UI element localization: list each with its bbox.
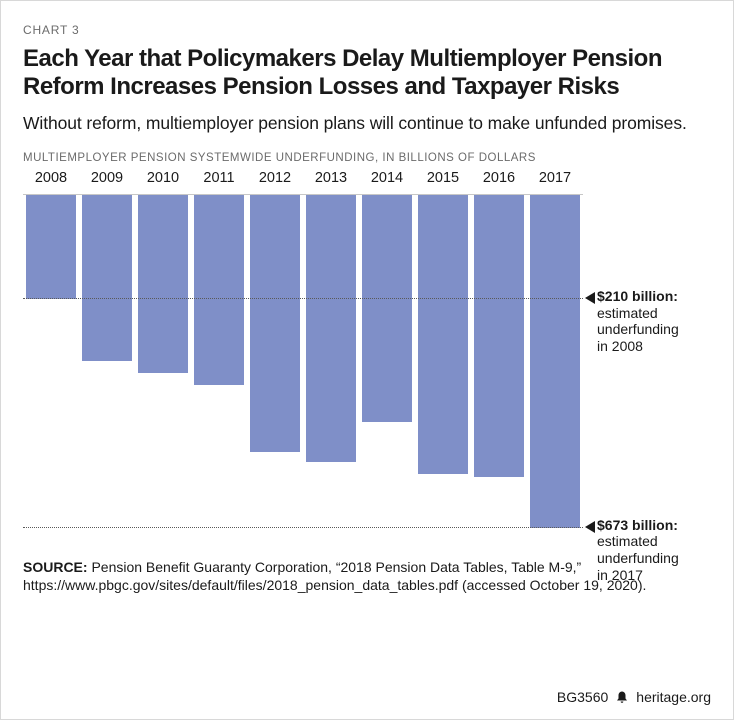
source-prefix: SOURCE: <box>23 559 91 575</box>
callout-value: $210 billion: <box>597 288 678 304</box>
bar-cell <box>527 195 583 540</box>
bar <box>194 195 244 385</box>
year-row: 2008200920102011201220132014201520162017 <box>23 170 583 190</box>
chart-subtitle: Without reform, multiemployer pension pl… <box>23 112 711 134</box>
source-text: Pension Benefit Guaranty Corporation, “2… <box>23 559 646 593</box>
callout-text: in 2017 <box>597 567 643 583</box>
callout-text: underfunding <box>597 550 679 566</box>
callout-text: estimated <box>597 533 658 549</box>
year-label: 2017 <box>527 170 583 190</box>
bars-row <box>23 194 583 540</box>
bar <box>306 195 356 462</box>
bar <box>418 195 468 474</box>
bar <box>250 195 300 452</box>
callout-text: in 2008 <box>597 338 643 354</box>
year-label: 2010 <box>135 170 191 190</box>
bar <box>26 195 76 299</box>
year-label: 2014 <box>359 170 415 190</box>
bar <box>138 195 188 373</box>
bar-cell <box>359 195 415 540</box>
bar-cell <box>135 195 191 540</box>
reference-line <box>23 298 583 299</box>
bar <box>362 195 412 422</box>
callout-value: $673 billion: <box>597 517 678 533</box>
chart-title: Each Year that Policymakers Delay Multie… <box>23 45 711 102</box>
year-label: 2008 <box>23 170 79 190</box>
axis-label: MULTIEMPLOYER PENSION SYSTEMWIDE UNDERFU… <box>23 152 711 164</box>
footer: BG3560 heritage.org <box>557 689 711 705</box>
year-label: 2012 <box>247 170 303 190</box>
bar-cell <box>415 195 471 540</box>
chart-number: CHART 3 <box>23 23 711 37</box>
chart-area: 2008200920102011201220132014201520162017… <box>23 170 711 540</box>
reference-line <box>23 527 583 528</box>
callout: $210 billion:estimatedunderfunding in 20… <box>597 288 734 355</box>
bar <box>82 195 132 361</box>
year-label: 2013 <box>303 170 359 190</box>
bar <box>530 195 580 528</box>
bar-cell <box>471 195 527 540</box>
bar <box>474 195 524 477</box>
callout-text: underfunding <box>597 321 679 337</box>
bar-cell <box>79 195 135 540</box>
bars-area: 2008200920102011201220132014201520162017 <box>23 170 583 540</box>
year-label: 2015 <box>415 170 471 190</box>
bar-cell <box>191 195 247 540</box>
callout: $673 billion:estimatedunderfunding in 20… <box>597 517 734 584</box>
pointer-icon <box>585 521 595 533</box>
pointer-icon <box>585 292 595 304</box>
callout-text: estimated <box>597 305 658 321</box>
bar-cell <box>23 195 79 540</box>
bar-cell <box>303 195 359 540</box>
footer-id: BG3560 <box>557 689 608 705</box>
year-label: 2011 <box>191 170 247 190</box>
bar-cell <box>247 195 303 540</box>
year-label: 2009 <box>79 170 135 190</box>
year-label: 2016 <box>471 170 527 190</box>
footer-site: heritage.org <box>636 689 711 705</box>
bell-icon <box>616 690 628 704</box>
